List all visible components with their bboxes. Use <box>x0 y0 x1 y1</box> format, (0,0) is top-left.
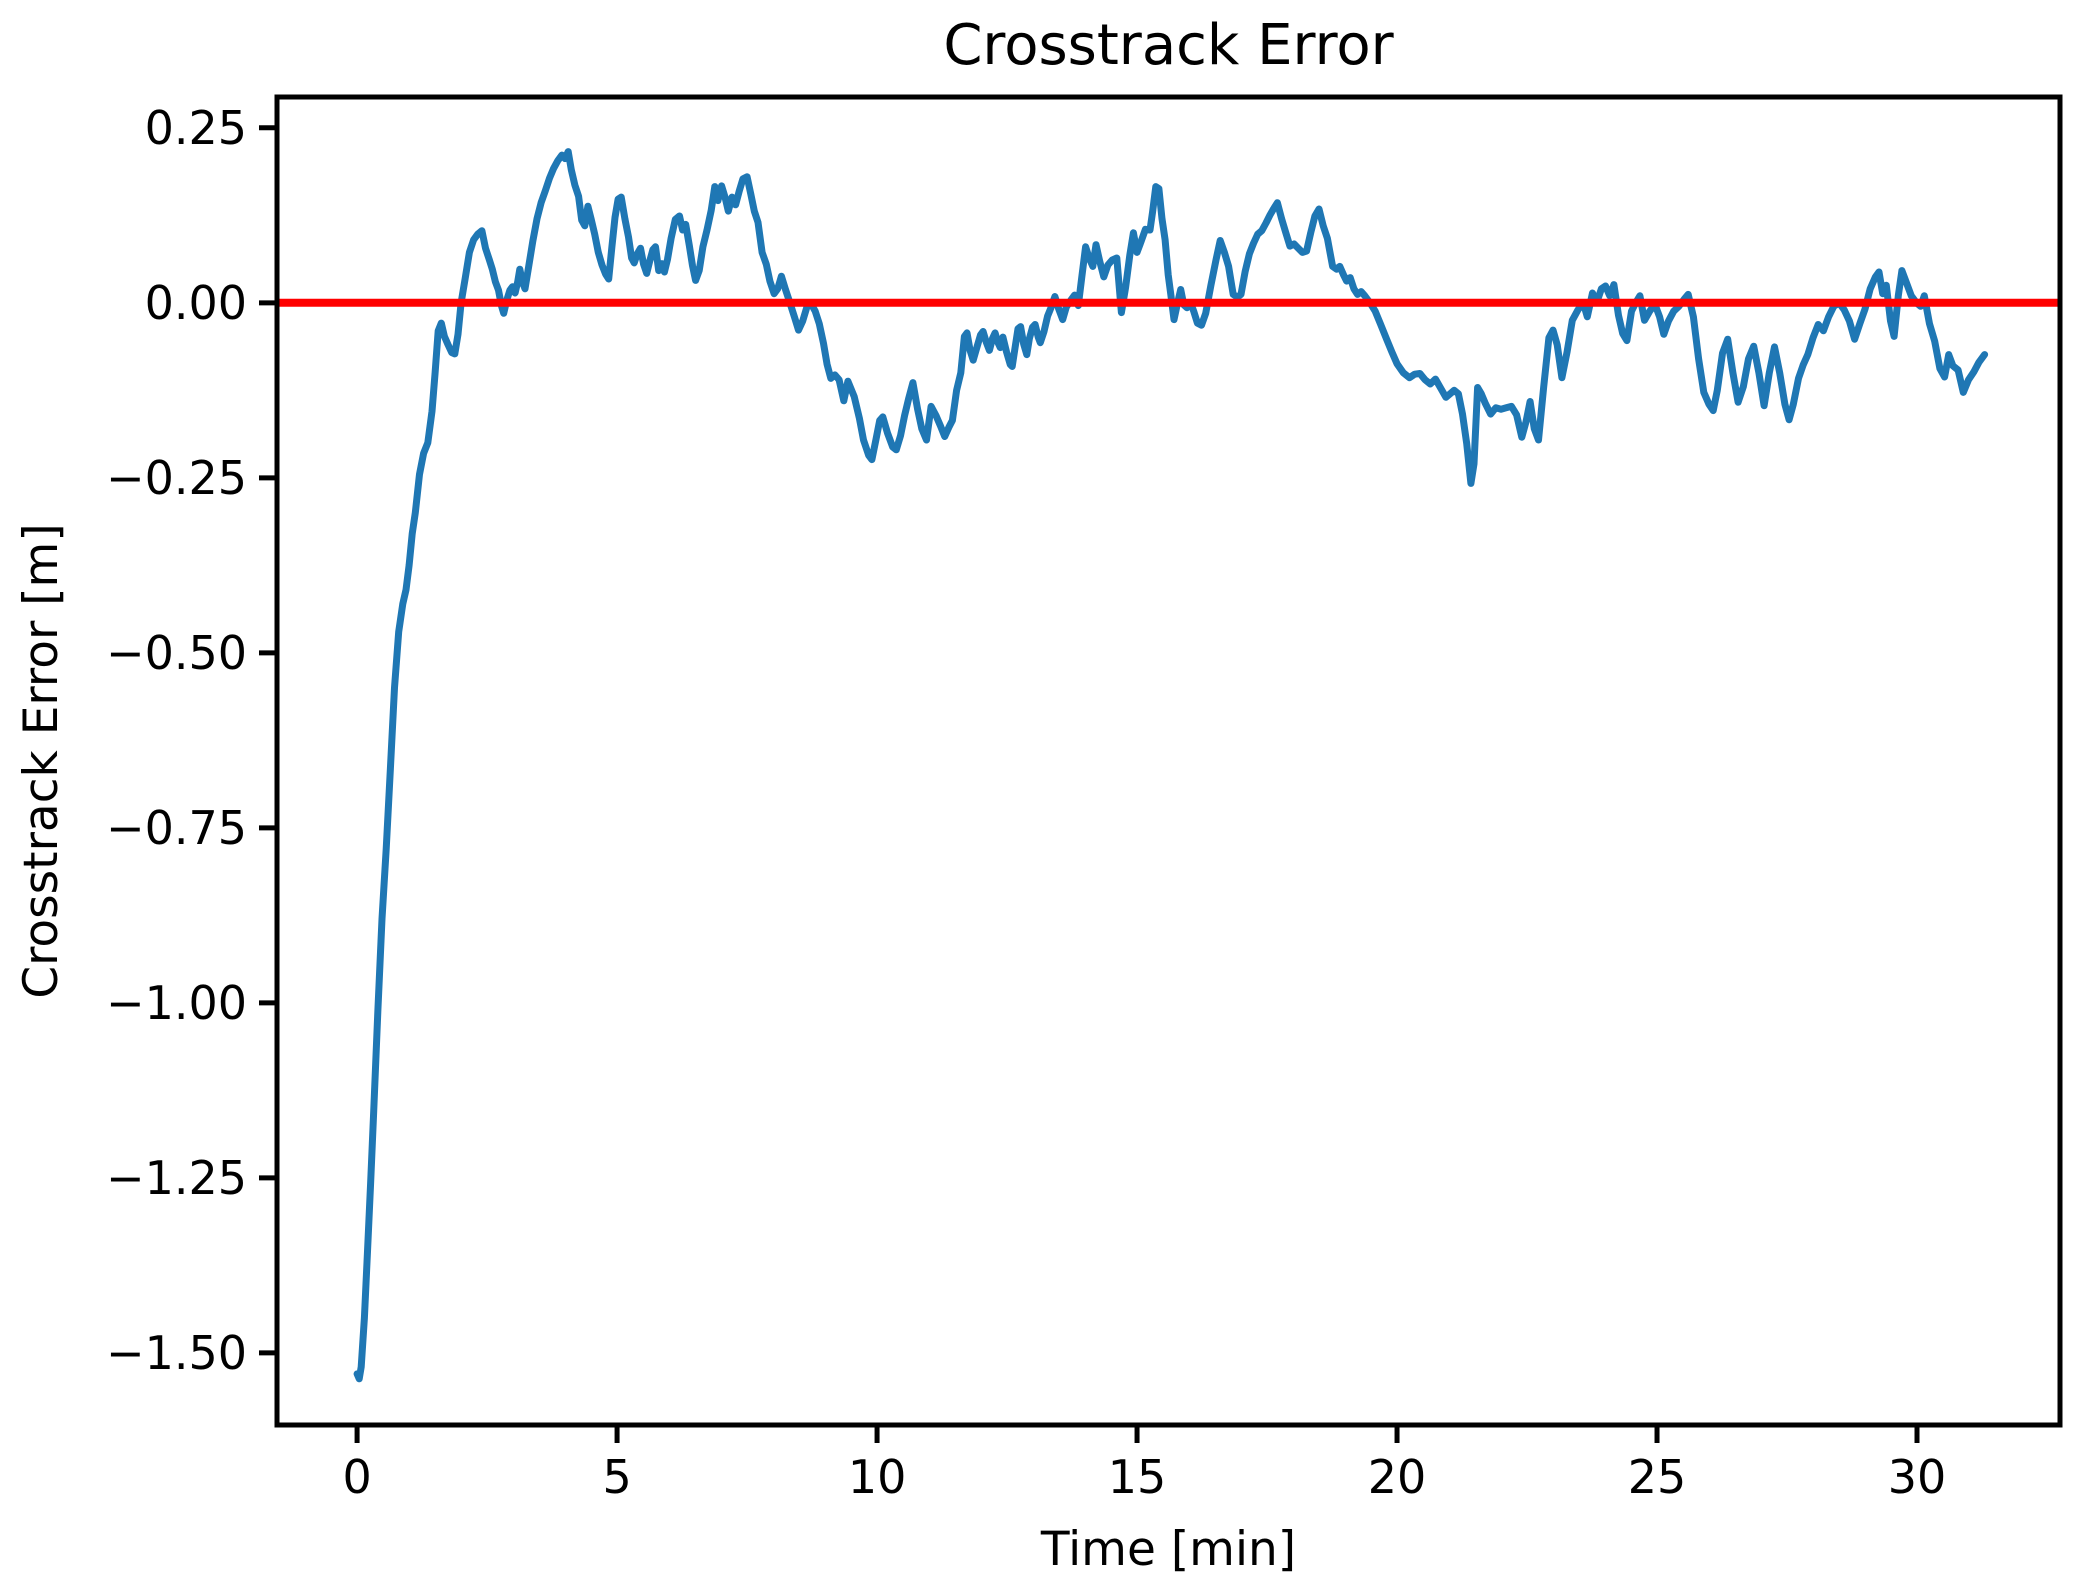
y-tick-label: −0.25 <box>106 450 247 505</box>
y-tick-label: −1.00 <box>106 975 247 1030</box>
x-tick-label: 0 <box>342 1450 372 1504</box>
x-tick-label: 5 <box>602 1450 632 1504</box>
tick-marks <box>259 125 1920 1443</box>
x-tick-label: 25 <box>1627 1450 1687 1504</box>
y-axis-label: Crosstrack Error [m] <box>14 523 69 999</box>
y-tick-label: −0.75 <box>106 800 247 855</box>
x-tick-label: 20 <box>1367 1450 1427 1504</box>
plot-border <box>274 94 2063 1428</box>
x-tick-label: 15 <box>1107 1450 1167 1504</box>
y-tick-label: 0.25 <box>144 100 247 155</box>
chart-title: Crosstrack Error <box>943 13 1394 78</box>
crosstrack-error-line <box>353 148 1989 1383</box>
x-axis-label: Time [min] <box>1040 1522 1297 1577</box>
x-tick-label: 10 <box>847 1450 907 1504</box>
y-tick-label: 0.00 <box>144 275 247 330</box>
y-tick-label: −0.50 <box>106 625 247 680</box>
y-tick-label: −1.50 <box>106 1325 247 1380</box>
y-tick-label: −1.25 <box>106 1150 247 1205</box>
x-tick-label: 30 <box>1887 1450 1947 1504</box>
